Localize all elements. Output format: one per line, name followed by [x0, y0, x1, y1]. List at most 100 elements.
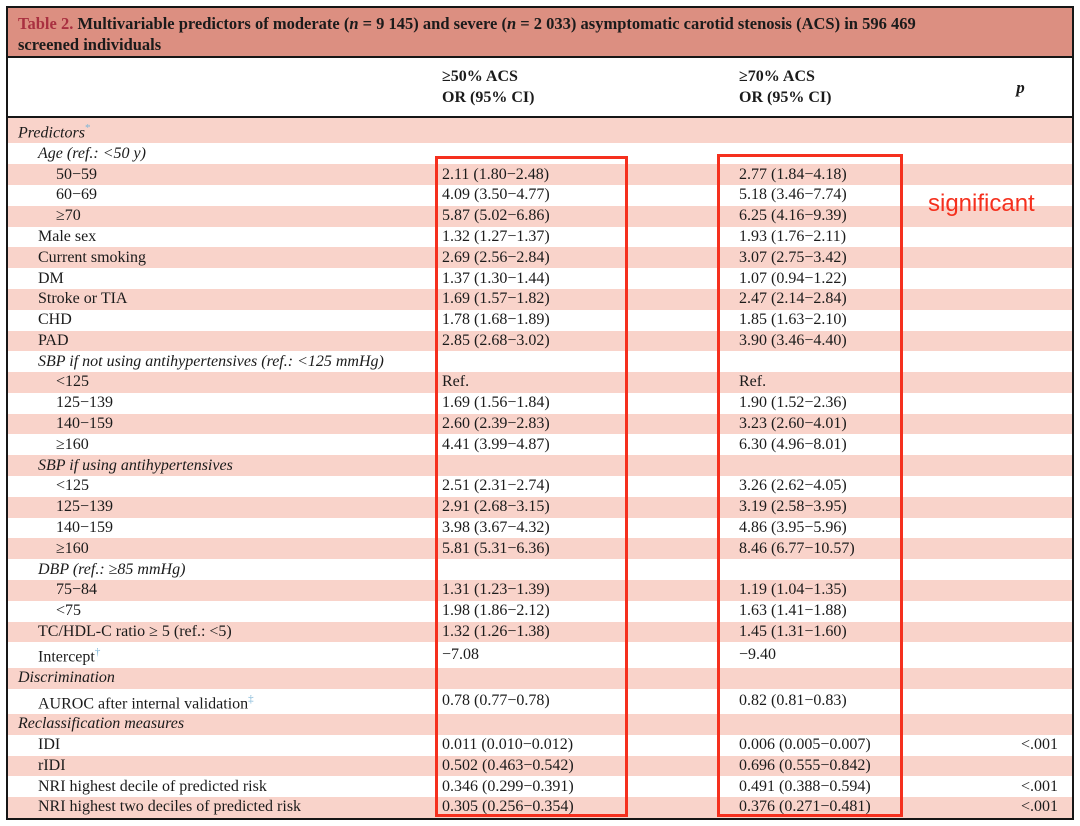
table-row: 60−69 4.09 (3.50−4.77) 5.18 (3.46−7.74) [8, 185, 1072, 206]
table-row: Age (ref.: <50 y) [8, 143, 1072, 164]
predictor-label: 75−84 [56, 581, 98, 599]
or70-value: Ref. [739, 373, 767, 391]
or50-value: 1.37 (1.30−1.44) [442, 269, 550, 287]
table-row: Predictors* [8, 118, 1072, 144]
or70-value: 0.006 (0.005−0.007) [739, 736, 871, 754]
or50-value: 1.32 (1.26−1.38) [442, 623, 550, 641]
or70-value: 6.25 (4.16−9.39) [739, 207, 847, 225]
or50-value: 1.78 (1.68−1.89) [442, 311, 550, 329]
predictor-label: <75 [56, 602, 82, 620]
table-row: 75−84 1.31 (1.23−1.39) 1.19 (1.04−1.35) [8, 580, 1072, 601]
predictor-label: SBP if using antihypertensives [38, 456, 233, 474]
p-value: <.001 [1020, 777, 1058, 795]
table-row: NRI highest two deciles of predicted ris… [8, 797, 1072, 818]
table-row: Intercept† −7.08 −9.40 [8, 642, 1072, 667]
p-value: <.001 [1020, 798, 1058, 816]
table-row: 125−139 2.91 (2.68−3.15) 3.19 (2.58−3.95… [8, 496, 1072, 518]
table-row: ≥160 4.41 (3.99−4.87) 6.30 (4.96−8.01) [8, 434, 1072, 455]
or70-value: 4.86 (3.95−5.96) [739, 519, 847, 537]
footnote-marker: ‡ [248, 692, 254, 705]
or50-value: 2.11 (1.80−2.48) [442, 165, 550, 183]
predictor-label: Age (ref.: <50 y) [38, 144, 146, 162]
predictor-label: Discrimination [18, 669, 115, 687]
or50-value: 2.69 (2.56−2.84) [442, 248, 550, 266]
or50-value: 0.011 (0.010−0.012) [442, 736, 574, 754]
table-row: IDI 0.011 (0.010−0.012) 0.006 (0.005−0.0… [8, 735, 1072, 756]
table-row: 140−159 3.98 (3.67−4.32) 4.86 (3.95−5.96… [8, 518, 1072, 539]
predictor-label: IDI [38, 736, 61, 754]
column-header-50acs-line1: ≥50% ACS [442, 68, 518, 85]
or50-value: 1.69 (1.57−1.82) [442, 290, 550, 308]
or70-value: 1.85 (1.63−2.10) [739, 311, 847, 329]
table-title: Table 2. Multivariable predictors of mod… [8, 8, 1072, 58]
column-header-p: p [1016, 77, 1025, 97]
column-header-70acs: ≥70% ACS OR (95% CI) [739, 66, 989, 108]
predictor-label: <125 [56, 373, 90, 391]
or70-value: 3.19 (2.58−3.95) [739, 498, 847, 516]
table-row: Reclassification measures [8, 713, 1072, 735]
table-number-label: Table 2. [18, 14, 74, 33]
table-row: <125 2.51 (2.31−2.74) 3.26 (2.62−4.05) [8, 476, 1072, 497]
table-row: TC/HDL-C ratio ≥ 5 (ref.: <5) 1.32 (1.26… [8, 621, 1072, 643]
predictor-label: TC/HDL-C ratio ≥ 5 (ref.: <5) [38, 623, 232, 641]
annotation-significant-label: significant [928, 190, 1035, 217]
or50-value: 5.87 (5.02−6.86) [442, 207, 550, 225]
table-row: PAD 2.85 (2.68−3.02) 3.90 (3.46−4.40) [8, 330, 1072, 352]
table-row: 125−139 1.69 (1.56−1.84) 1.90 (1.52−2.36… [8, 393, 1072, 414]
or50-value: 1.31 (1.23−1.39) [442, 581, 550, 599]
or50-value: 1.69 (1.56−1.84) [442, 394, 550, 412]
predictor-label: NRI highest decile of predicted risk [38, 777, 267, 795]
or70-value: 1.63 (1.41−1.88) [739, 602, 847, 620]
predictor-label: AUROC after internal validation‡ [38, 692, 254, 712]
or50-value: 2.60 (2.39−2.83) [442, 415, 550, 433]
predictor-label: ≥160 [56, 539, 89, 557]
or70-value: 1.07 (0.94−1.22) [739, 269, 847, 287]
table2-container: Table 2. Multivariable predictors of mod… [6, 6, 1074, 820]
or50-value: 0.502 (0.463−0.542) [442, 756, 574, 774]
or50-value: 1.98 (1.86−2.12) [442, 602, 550, 620]
table-row: Male sex 1.32 (1.27−1.37) 1.93 (1.76−2.1… [8, 227, 1072, 248]
predictor-label: 50−59 [56, 165, 98, 183]
or70-value: 2.77 (1.84−4.18) [739, 165, 847, 183]
or70-value: 1.19 (1.04−1.35) [739, 581, 847, 599]
or70-value: 6.30 (4.96−8.01) [739, 435, 847, 453]
or70-value: −9.40 [739, 646, 777, 664]
footnote-marker: * [84, 122, 91, 134]
table-row: Discrimination [8, 667, 1072, 689]
or50-value: 2.51 (2.31−2.74) [442, 477, 550, 495]
p-value: <.001 [1020, 736, 1058, 754]
table-row: <75 1.98 (1.86−2.12) 1.63 (1.41−1.88) [8, 601, 1072, 622]
table-row: AUROC after internal validation‡ 0.78 (0… [8, 689, 1072, 714]
table-row: 140−159 2.60 (2.39−2.83) 3.23 (2.60−4.01… [8, 413, 1072, 435]
predictor-label: NRI highest two deciles of predicted ris… [38, 798, 302, 816]
footnote-marker: † [94, 646, 101, 659]
or50-value: 1.32 (1.27−1.37) [442, 227, 550, 245]
predictor-label: Male sex [38, 227, 97, 245]
or70-value: 3.07 (2.75−3.42) [739, 248, 847, 266]
predictor-label: 140−159 [56, 415, 114, 433]
table-row: <125 Ref. Ref. [8, 372, 1072, 393]
table-row: DBP (ref.: ≥85 mmHg) [8, 559, 1072, 580]
or50-value: 2.85 (2.68−3.02) [442, 331, 550, 349]
table-row: ≥160 5.81 (5.31−6.36) 8.46 (6.77−10.57) [8, 538, 1072, 560]
table-row: Stroke or TIA 1.69 (1.57−1.82) 2.47 (2.1… [8, 288, 1072, 310]
or70-value: 0.696 (0.555−0.842) [739, 756, 871, 774]
or70-value: 1.45 (1.31−1.60) [739, 623, 847, 641]
or70-value: 3.23 (2.60−4.01) [739, 415, 847, 433]
predictor-label: ≥70 [56, 207, 81, 225]
table-title-text: Multivariable predictors of moderate (n … [18, 14, 916, 54]
predictor-label: 140−159 [56, 519, 114, 537]
or50-value: 5.81 (5.31−6.36) [442, 539, 550, 557]
predictor-label: DBP (ref.: ≥85 mmHg) [38, 560, 186, 578]
or70-value: 1.90 (1.52−2.36) [739, 394, 847, 412]
or50-value: 3.98 (3.67−4.32) [442, 519, 550, 537]
or70-value: 3.90 (3.46−4.40) [739, 331, 847, 349]
or50-value: 4.09 (3.50−4.77) [442, 186, 550, 204]
predictor-label: DM [38, 269, 64, 287]
predictor-label: Reclassification measures [18, 715, 185, 733]
or70-value: 2.47 (2.14−2.84) [739, 290, 847, 308]
or70-value: 0.376 (0.271−0.481) [739, 798, 871, 816]
table-row: SBP if using antihypertensives [8, 455, 1072, 477]
table-row: rIDI 0.502 (0.463−0.542) 0.696 (0.555−0.… [8, 755, 1072, 777]
